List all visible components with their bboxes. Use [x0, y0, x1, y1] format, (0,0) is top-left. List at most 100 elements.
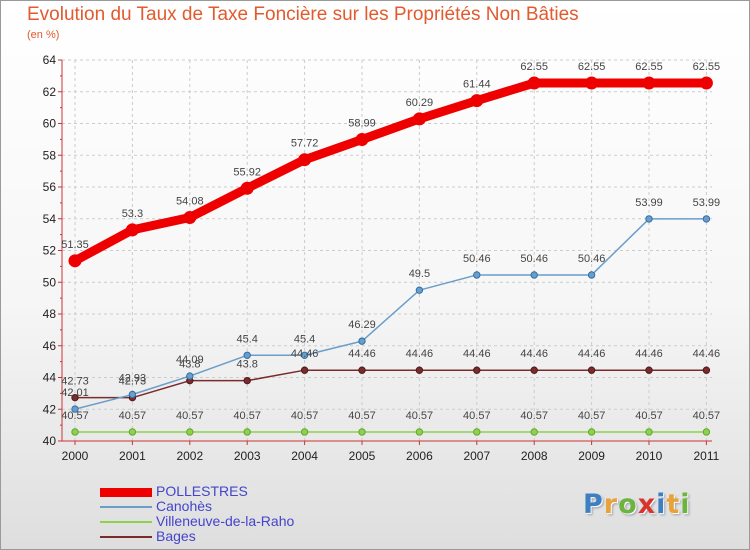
data-label: 40.57 — [61, 410, 89, 422]
series-line-0 — [72, 78, 707, 265]
axes: 40 42 44 46 48 50 52 54 56 58 60 62 64 2000 2001 2002 20… — [43, 53, 720, 463]
data-label: 61.44 — [463, 79, 491, 91]
data-point — [587, 428, 596, 436]
data-point — [298, 153, 312, 167]
data-point — [645, 428, 653, 436]
data-point — [473, 366, 481, 374]
data-label: 42.73 — [119, 376, 147, 388]
x-tick-label: 2010 — [636, 449, 663, 463]
data-point — [702, 215, 711, 223]
data-label: 42.01 — [61, 387, 89, 399]
data-point — [243, 376, 251, 385]
series-line-3 — [75, 369, 707, 399]
data-label: 45.4 — [294, 333, 315, 345]
data-label: 40.57 — [406, 410, 434, 422]
y-tick-label: 58 — [43, 148, 57, 162]
chart-title: Evolution du Taux de Taxe Foncière sur l… — [27, 4, 579, 25]
proxiti-logo: Proxiti — [583, 489, 691, 520]
legend-label: Villeneuve-de-la-Raho — [156, 513, 295, 529]
series-line-1 — [74, 218, 707, 410]
data-label: 44.46 — [291, 348, 319, 360]
data-label: 45.4 — [236, 333, 257, 345]
data-label: 44.46 — [635, 348, 663, 360]
data-label: 62.55 — [520, 61, 548, 73]
data-labels: 51.35 53.3 54.08 55.92 57.72 58.99 60.29 61.44 6… — [61, 61, 720, 422]
data-label: 51.35 — [61, 239, 89, 251]
y-tick-label: 46 — [43, 339, 57, 353]
data-point — [355, 133, 369, 147]
data-point — [702, 366, 711, 374]
data-point — [527, 76, 541, 90]
x-tick-label: 2011 — [693, 449, 719, 463]
x-tick-label: 2009 — [578, 449, 605, 463]
data-point — [645, 366, 653, 374]
x-tick-label: 2006 — [406, 449, 433, 463]
x-tick-label: 2005 — [349, 449, 376, 463]
y-tick-label: 52 — [43, 244, 57, 258]
data-label: 44.46 — [520, 348, 548, 360]
y-tick-label: 40 — [43, 434, 57, 448]
chart-subtitle: (en %) — [27, 29, 60, 41]
data-label: 62.55 — [578, 61, 606, 73]
y-tick-label: 42 — [43, 402, 57, 416]
data-point — [183, 210, 197, 224]
data-point — [473, 271, 481, 279]
x-tick-label: 2004 — [291, 449, 318, 463]
data-point — [358, 366, 366, 374]
data-point — [645, 215, 653, 223]
y-tick-label: 56 — [43, 180, 57, 194]
data-point — [530, 428, 538, 436]
data-label: 60.29 — [406, 97, 434, 109]
data-point — [358, 337, 366, 345]
data-label: 42.93 — [119, 372, 147, 384]
data-label: 43.8 — [236, 359, 257, 371]
data-label: 44.46 — [348, 348, 376, 360]
data-point — [358, 428, 366, 436]
data-point — [699, 76, 713, 90]
data-label: 42.73 — [61, 376, 89, 388]
data-point — [300, 351, 309, 359]
legend-swatch — [100, 521, 152, 523]
data-point — [530, 366, 538, 374]
data-label: 44.46 — [463, 348, 491, 360]
data-point — [71, 428, 79, 436]
data-point — [587, 271, 596, 279]
data-label: 40.57 — [176, 410, 204, 422]
data-label: 49.5 — [409, 268, 430, 280]
legend-label: Bages — [156, 528, 196, 544]
y-tick-label: 48 — [43, 307, 57, 321]
legend-swatch — [100, 506, 152, 508]
data-point — [243, 428, 251, 436]
y-tick-label: 60 — [43, 117, 57, 131]
data-point — [412, 112, 426, 126]
data-label: 53.99 — [635, 197, 663, 209]
data-label: 54.08 — [176, 195, 204, 207]
data-label: 50.46 — [463, 253, 491, 265]
y-tick-label: 62 — [43, 85, 57, 99]
y-tick-label: 54 — [43, 212, 57, 226]
x-tick-label: 2007 — [463, 449, 490, 463]
data-label: 62.55 — [635, 61, 663, 73]
legend-swatch — [100, 536, 152, 538]
y-tick-label: 50 — [43, 275, 57, 289]
data-point — [473, 428, 481, 436]
data-label: 55.92 — [233, 166, 261, 178]
data-point — [585, 76, 599, 90]
data-label: 40.57 — [233, 410, 261, 422]
data-point — [415, 286, 424, 294]
data-point — [128, 428, 137, 436]
data-label: 40.57 — [635, 410, 663, 422]
data-label: 62.55 — [693, 61, 721, 73]
data-point — [702, 428, 711, 436]
data-label: 53.99 — [693, 197, 721, 209]
data-label: 44.46 — [578, 348, 606, 360]
data-label: 40.57 — [119, 410, 147, 422]
data-point — [243, 351, 251, 359]
data-label: 40.57 — [578, 410, 606, 422]
data-point — [128, 390, 137, 399]
data-label: 50.46 — [578, 253, 606, 265]
data-label: 44.46 — [693, 348, 721, 360]
x-tick-label: 2003 — [234, 449, 261, 463]
series-group — [68, 76, 713, 436]
